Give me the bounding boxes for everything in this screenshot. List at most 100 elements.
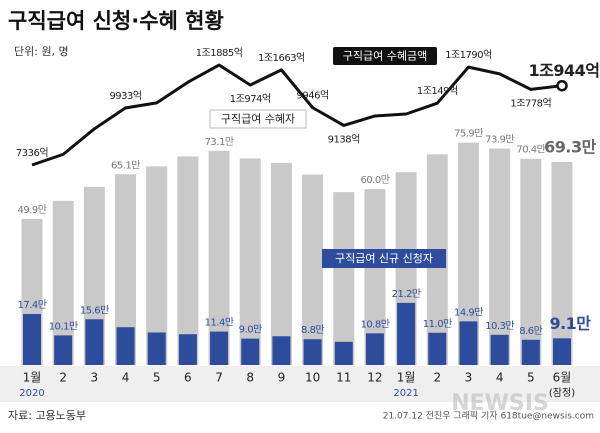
recipients-callout: 구직급여 수혜자 <box>209 109 307 129</box>
applicant-bar <box>428 332 447 365</box>
x-tick-label: 3 <box>465 371 473 385</box>
value-label: 65.1만 <box>111 159 140 171</box>
x-sublabel: (잠정) <box>549 387 575 399</box>
recipient-bar <box>270 162 292 365</box>
recipient-bar <box>146 166 168 365</box>
recipient-bar <box>364 189 386 365</box>
applicant-bar <box>365 333 384 365</box>
money-callout: 구직급여 수혜금액 <box>333 47 437 65</box>
value-label: 21.2만 <box>392 288 421 300</box>
money-label: 1조944억 <box>529 61 600 80</box>
recipient-bar <box>239 158 261 365</box>
axis-band <box>0 366 600 402</box>
money-point <box>556 79 568 92</box>
x-tick-label: 5 <box>527 371 535 385</box>
money-label: 1조778억 <box>510 97 551 109</box>
recipient-bar <box>208 150 230 365</box>
x-tick-label: 4 <box>496 371 504 385</box>
chart-title: 구직급여 신청·수혜 현황 <box>8 9 224 33</box>
x-tick-label: 12 <box>367 371 382 385</box>
money-label: 7336억 <box>16 147 48 159</box>
value-label: 8.6만 <box>519 325 542 337</box>
x-tick-label: 2 <box>433 371 441 385</box>
money-label: 9933억 <box>109 90 141 102</box>
value-label: 11.4만 <box>205 317 234 329</box>
value-label: 73.1만 <box>205 136 234 148</box>
applicant-bar <box>178 334 197 365</box>
recipient-bar <box>457 142 479 365</box>
value-label: 10.1만 <box>49 320 78 332</box>
value-label: 10.3만 <box>485 320 514 332</box>
x-tick-label: 10 <box>305 371 320 385</box>
callout-label: 구직급여 수혜자 <box>221 113 295 126</box>
x-tick-label: 6월 <box>553 371 572 385</box>
value-label: 10.8만 <box>360 318 389 330</box>
callout-box <box>333 47 437 65</box>
value-label: 11.0만 <box>423 318 452 330</box>
recipient-bar <box>302 174 324 365</box>
applicant-bar <box>490 334 509 365</box>
recipient-bar <box>52 200 74 365</box>
recipient-bar <box>333 192 355 365</box>
applicant-bar <box>54 335 73 365</box>
applicant-bar <box>397 302 416 365</box>
value-label: 17.4만 <box>18 299 47 311</box>
applicant-bar <box>85 319 104 365</box>
source: 자료: 고용노동부 <box>8 409 86 422</box>
recipient-bar <box>489 148 511 365</box>
applicant-bar <box>553 338 571 365</box>
money-label: 1조1663억 <box>258 52 305 64</box>
money-line <box>31 63 563 167</box>
x-tick-label: 6 <box>184 371 192 385</box>
applicant-bar <box>521 339 540 365</box>
value-label: 69.3만 <box>544 137 596 156</box>
value-label: 15.6만 <box>80 304 109 316</box>
callout-label: 구직급여 수혜금액 <box>343 50 427 63</box>
value-label: 60.0만 <box>360 174 389 186</box>
value-label: 73.9만 <box>485 133 514 145</box>
money-label: 1조974억 <box>230 93 271 105</box>
callout-label: 구직급여 신규 신청자 <box>335 252 433 265</box>
value-label: 9.1만 <box>549 314 591 333</box>
x-tick-label: 11 <box>336 371 351 385</box>
x-sublabel: 2021 <box>393 388 418 399</box>
recipient-bar <box>551 161 573 365</box>
x-tick-label: 3 <box>91 371 99 385</box>
recipient-bar <box>115 174 137 365</box>
callout-box <box>209 109 307 129</box>
x-sublabel: 2020 <box>19 388 44 399</box>
x-tick-label: 7 <box>215 371 223 385</box>
applicant-bar <box>334 341 353 365</box>
value-label: 49.9만 <box>18 204 47 216</box>
plot: 49.9만 65.1만 73.1만 60.0만 75.9만73.9만70.4만69.3만… <box>16 47 600 399</box>
applicant-bar <box>272 336 291 365</box>
applicant-bar <box>459 321 478 365</box>
value-label: 9.0만 <box>239 324 262 336</box>
x-tick-label: 1월 <box>23 371 42 385</box>
x-tick-label: 5 <box>153 371 161 385</box>
x-tick-label: 1월 <box>397 371 416 385</box>
money-label: 1조1885억 <box>196 47 243 59</box>
applicant-bar <box>116 327 135 365</box>
recipient-bar <box>177 156 199 365</box>
recipient-bar <box>520 158 542 365</box>
value-label: 14.9만 <box>454 306 483 318</box>
x-tick-label: 8 <box>246 371 254 385</box>
value-label: 70.4만 <box>516 144 545 156</box>
applicant-bar <box>23 314 41 365</box>
money-label: 1조149억 <box>417 85 458 97</box>
applicants-callout: 구직급여 신규 신청자 <box>322 249 446 268</box>
money-label: 1조1790억 <box>445 49 492 61</box>
money-label: 9946억 <box>297 90 329 102</box>
watermark: NEWSIS <box>451 391 549 416</box>
credit: 21.07.12 전진우 그래픽 기자 618tue@newsis.com <box>383 411 594 422</box>
value-label: 75.9만 <box>454 128 483 140</box>
applicant-bar <box>303 339 322 365</box>
x-tick-label: 4 <box>122 371 130 385</box>
callout-box <box>322 249 446 268</box>
applicant-bar <box>241 338 260 365</box>
x-tick-label: 9 <box>278 371 286 385</box>
unit-note: 단위: 원, 명 <box>14 45 69 58</box>
x-tick-label: 2 <box>59 371 67 385</box>
